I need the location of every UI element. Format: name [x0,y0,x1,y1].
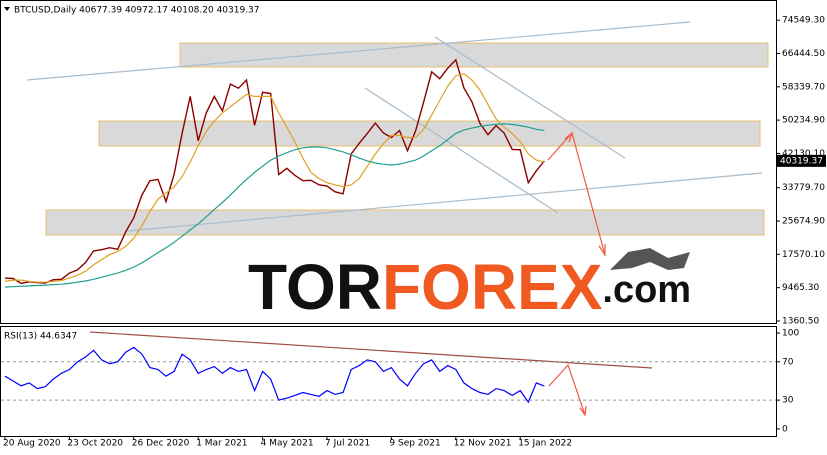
y-tick-label: 50234.90 [782,116,825,126]
price-panel [0,0,777,324]
resistance-zone [179,42,769,68]
y-tick-label: 25674.90 [782,217,825,227]
series-line [4,346,545,404]
y-tick-label: 33779.70 [782,183,825,193]
y-tick-label: 100 [782,329,799,339]
x-tick-label: 7 Jul 2021 [325,439,370,449]
support-zone [45,209,765,236]
header: BTCUSD,Daily 40677.39 40972.17 40108.20 … [14,6,260,16]
y-tick-label: 30 [782,396,794,406]
series-line [4,123,545,288]
watermark: TORFOREX.com [248,251,691,323]
price-label-box [777,154,826,167]
y-tick-label: 9465.30 [782,283,819,293]
y-tick-label: 74549.30 [782,16,825,26]
y-tick-label: 17570.10 [782,250,825,260]
x-tick-label: 26 Dec 2020 [132,439,190,449]
pivot-zone [98,120,761,147]
menu-triangle [4,7,10,11]
y-tick-label: 58339.70 [782,82,825,92]
x-tick-label: 1 Mar 2021 [196,439,247,449]
rsi-title: RSI(13) 44.6347 [4,332,77,342]
bull-icon [610,248,690,270]
y-tick-label: 42130.10 [782,149,825,159]
x-tick-label: 12 Nov 2021 [454,439,512,449]
x-tick-label: 20 Aug 2020 [3,439,61,449]
x-tick-label: 15 Jan 2022 [518,439,572,449]
x-tick-label: 9 Sep 2021 [389,439,440,449]
y-tick-label: 0 [782,424,788,434]
rsi-panel [0,326,777,437]
y-tick-label: 66444.50 [782,49,825,59]
x-tick-label: 23 Oct 2020 [67,439,123,449]
series-line [4,73,545,283]
y-tick-label: 1360.50 [782,316,819,326]
trend-lines [26,21,763,232]
y-tick-label: 70 [782,357,794,367]
rsi-trend-line [89,331,653,369]
series-line [4,58,545,285]
x-tick-label: 4 May 2021 [261,439,314,449]
forecast-arrows [547,131,606,417]
price-label: 40319.37 [780,156,823,166]
